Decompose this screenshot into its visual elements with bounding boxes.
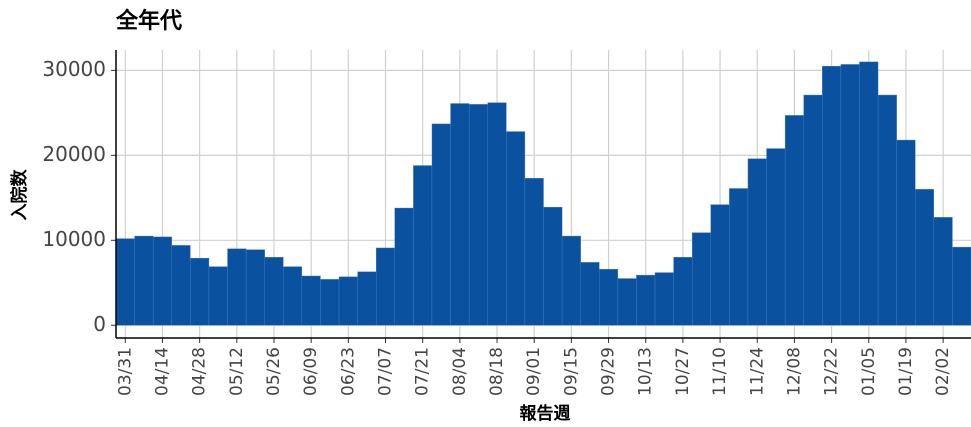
bar — [413, 165, 433, 326]
x-tick-label: 09/29 — [599, 347, 619, 396]
bar — [952, 246, 971, 326]
bar — [376, 247, 396, 326]
bar — [617, 278, 637, 326]
y-tick-label: 0 — [93, 312, 106, 336]
bar — [784, 115, 804, 326]
bar — [654, 272, 674, 326]
bar — [915, 189, 935, 326]
bar — [599, 268, 619, 326]
x-tick-label: 10/27 — [673, 347, 693, 396]
bar — [171, 245, 191, 326]
bar — [264, 257, 284, 326]
x-tick-label: 10/13 — [636, 347, 656, 396]
bar — [468, 104, 488, 326]
x-tick-label: 05/26 — [264, 347, 284, 396]
y-tick-label: 30000 — [42, 57, 106, 81]
bar — [896, 139, 916, 326]
x-tick-label: 05/12 — [227, 347, 247, 396]
bar — [227, 248, 247, 326]
x-tick-label: 03/31 — [115, 347, 135, 396]
y-tick-label: 10000 — [42, 227, 106, 251]
x-tick-label: 12/22 — [822, 347, 842, 396]
bar — [506, 131, 526, 326]
bar — [338, 276, 358, 326]
x-tick-label: 02/02 — [933, 347, 953, 396]
bar — [747, 158, 767, 326]
x-tick-label: 01/19 — [896, 347, 916, 396]
bar — [115, 238, 135, 326]
x-tick-label: 04/28 — [190, 347, 210, 396]
bar — [283, 266, 303, 326]
bar — [301, 275, 321, 326]
chart-title: 全年代 — [115, 8, 182, 34]
x-tick-label: 01/05 — [859, 347, 879, 396]
bar — [394, 207, 414, 326]
y-axis-label: 入院数 — [9, 169, 30, 221]
bar — [134, 235, 154, 326]
x-tick-label: 12/08 — [784, 347, 804, 396]
bar — [320, 279, 340, 326]
x-tick-label: 11/10 — [710, 347, 730, 396]
x-tick-label: 08/04 — [450, 347, 470, 396]
bar — [152, 236, 172, 326]
bar — [245, 249, 265, 326]
bar — [803, 94, 823, 326]
bar — [933, 217, 953, 326]
bar — [357, 271, 377, 326]
bar — [710, 204, 730, 326]
bar — [561, 235, 581, 326]
bar — [673, 257, 693, 326]
bar — [636, 274, 656, 326]
x-tick-label: 09/15 — [561, 347, 581, 396]
bar — [543, 206, 563, 326]
bar — [859, 61, 879, 326]
bar — [766, 148, 786, 326]
bar — [729, 188, 749, 326]
bar — [450, 103, 470, 326]
bar — [580, 262, 600, 326]
bar — [840, 64, 860, 326]
x-axis-label: 報告週 — [520, 403, 571, 424]
bar — [431, 123, 451, 326]
x-tick-label: 07/07 — [376, 347, 396, 396]
bar — [208, 266, 228, 326]
bar — [487, 102, 507, 326]
x-tick-label: 06/23 — [338, 347, 358, 396]
x-tick-label: 09/01 — [524, 347, 544, 396]
x-tick-label: 11/24 — [747, 347, 767, 396]
bar — [822, 65, 842, 326]
bar — [190, 257, 210, 326]
x-tick-label: 04/14 — [152, 347, 172, 396]
bar — [691, 232, 711, 326]
bar — [524, 178, 544, 326]
x-tick-label: 07/21 — [413, 347, 433, 396]
y-tick-label: 20000 — [42, 142, 106, 166]
x-tick-label: 08/18 — [487, 347, 507, 396]
bar — [877, 94, 897, 326]
x-tick-label: 06/09 — [301, 347, 321, 396]
